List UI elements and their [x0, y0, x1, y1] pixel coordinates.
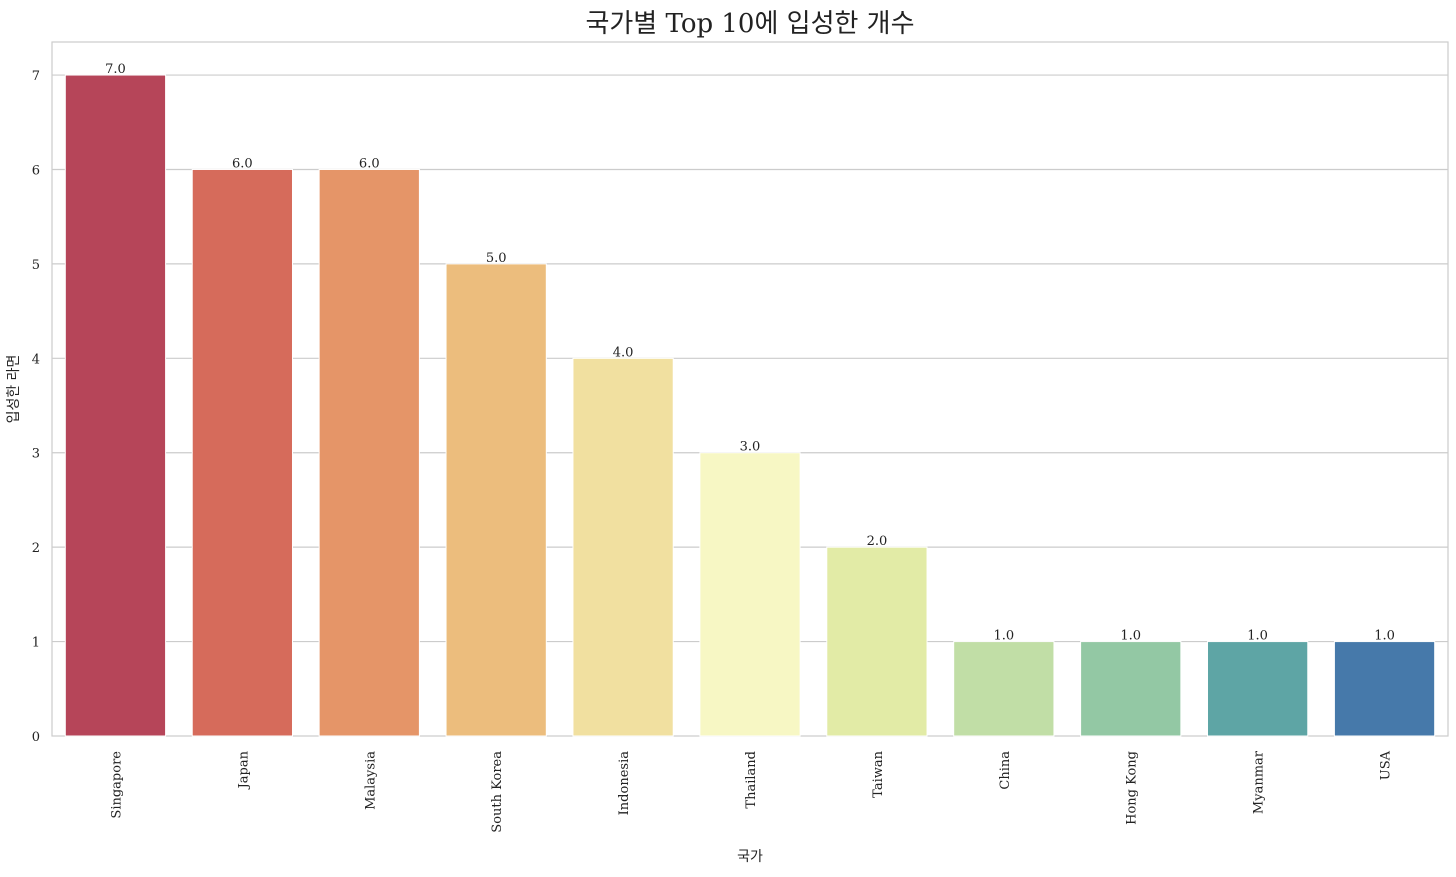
bar-south-korea: [445, 263, 547, 737]
y-tick-label: 4: [32, 352, 40, 367]
x-axis-label: 국가: [737, 849, 763, 865]
x-tick-label: Hong Kong: [1125, 751, 1140, 825]
bar-malaysia: [318, 168, 420, 737]
data-labels: 7.0 6.0 6.0 5.0 4.0 3.0 2.0 1.0 1.0 1.0 1.0: [105, 62, 1395, 644]
bar-value-label: 6.0: [359, 156, 380, 171]
bar-usa: [1333, 641, 1436, 737]
x-tick-label: Japan: [236, 750, 251, 790]
x-axis-ticks: Singapore Japan Malaysia South Korea Indones…: [109, 750, 1393, 832]
x-tick-label: Thailand: [744, 751, 759, 809]
x-tick-label: Indonesia: [617, 751, 632, 816]
bar-singapore: [64, 74, 167, 737]
bar-indonesia: [572, 357, 674, 737]
x-tick-label: Taiwan: [871, 750, 886, 797]
x-tick-label: Singapore: [109, 751, 124, 819]
bar-myanmar: [1207, 641, 1309, 737]
bar-value-label: 1.0: [1247, 629, 1268, 644]
bar-thailand: [699, 452, 801, 737]
y-tick-label: 6: [32, 163, 40, 178]
bar-value-label: 4.0: [613, 345, 634, 360]
bar-value-label: 5.0: [486, 251, 507, 266]
y-tick-label: 5: [32, 258, 40, 273]
bar-value-label: 1.0: [1374, 629, 1395, 644]
bars: [64, 74, 1436, 737]
y-axis-label: 입성한 라면: [6, 355, 22, 424]
bar-value-label: 1.0: [1120, 629, 1141, 644]
x-tick-label: China: [998, 751, 1013, 790]
y-axis-ticks: 0 1 2 3 4 5 6 7: [32, 69, 40, 745]
bar-taiwan: [826, 546, 928, 737]
y-tick-label: 3: [32, 447, 40, 462]
y-tick-label: 0: [32, 730, 40, 745]
bar-value-label: 7.0: [105, 62, 126, 77]
bar-value-label: 1.0: [993, 629, 1014, 644]
bar-value-label: 3.0: [740, 440, 761, 455]
x-tick-label: Malaysia: [363, 751, 378, 810]
x-tick-label: South Korea: [490, 751, 505, 833]
bar-hong-kong: [1080, 641, 1182, 737]
chart-title: 국가별 Top 10에 입성한 개수: [585, 9, 914, 39]
x-tick-label: Myanmar: [1252, 750, 1267, 814]
bar-china: [953, 641, 1055, 737]
x-tick-label: USA: [1379, 750, 1394, 780]
bar-japan: [191, 168, 293, 737]
bar-value-label: 2.0: [867, 534, 888, 549]
bar-value-label: 6.0: [232, 156, 253, 171]
y-tick-label: 2: [32, 541, 40, 556]
y-tick-label: 7: [32, 69, 40, 84]
y-tick-label: 1: [32, 636, 40, 651]
